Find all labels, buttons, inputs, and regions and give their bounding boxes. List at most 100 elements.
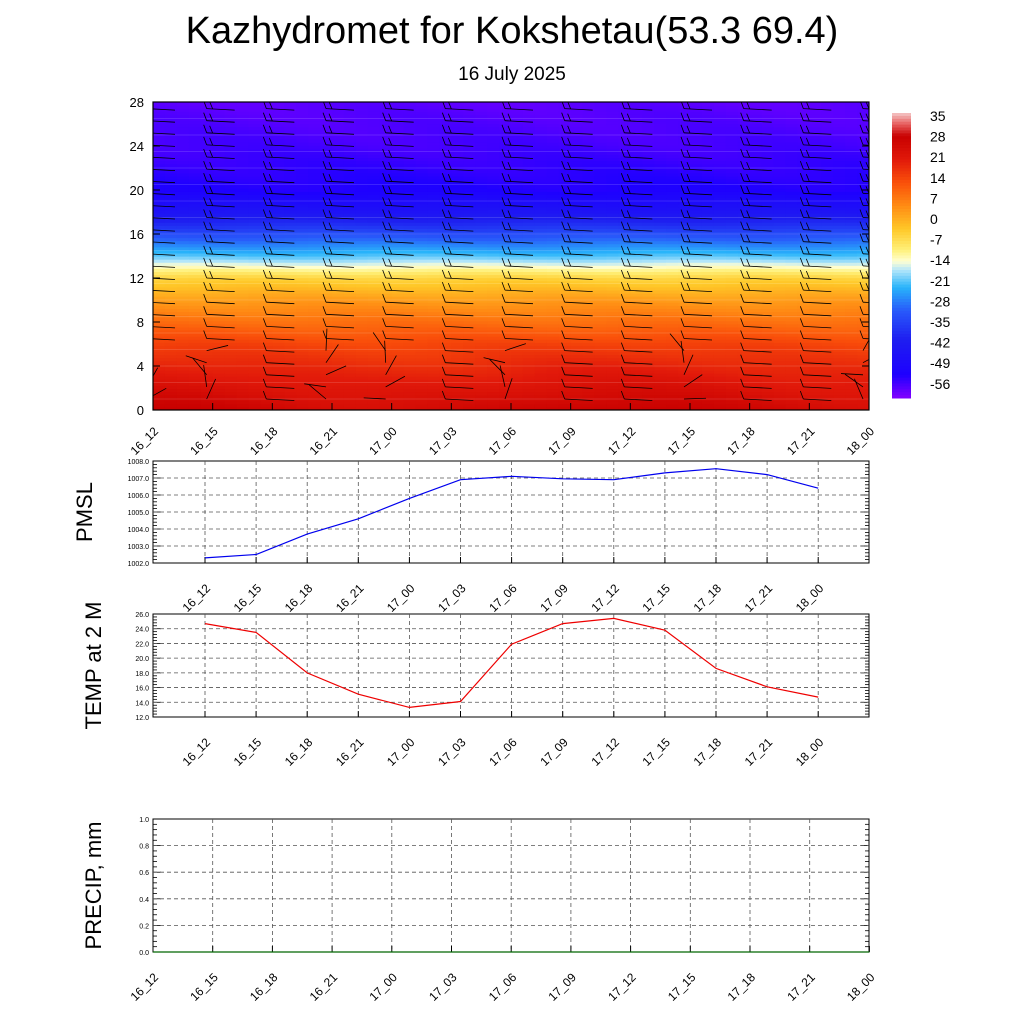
temperature-cell bbox=[248, 145, 261, 149]
temperature-cell bbox=[212, 209, 226, 214]
temperature-cell bbox=[248, 348, 261, 353]
temperature-cell bbox=[534, 373, 548, 377]
temperature-cell bbox=[558, 400, 572, 405]
temperature-cell bbox=[176, 120, 190, 125]
temperature-cell bbox=[403, 286, 417, 291]
temperature-cell bbox=[463, 299, 476, 303]
temperature-cell bbox=[666, 280, 679, 285]
temperature-cell bbox=[463, 188, 476, 192]
temperature-cell bbox=[546, 237, 560, 242]
temperature-cell bbox=[343, 237, 357, 242]
temperature-cell bbox=[188, 209, 202, 214]
temperature-cell bbox=[176, 369, 190, 374]
temperature-cell bbox=[737, 240, 751, 245]
temperature-cell bbox=[164, 172, 178, 177]
temperature-cell bbox=[618, 382, 631, 386]
temperature-cell bbox=[427, 151, 440, 155]
temperature-cell bbox=[725, 274, 739, 279]
temperature-cell bbox=[224, 215, 238, 220]
temperature-cell bbox=[164, 234, 178, 239]
temperature-cell bbox=[630, 114, 643, 118]
temperature-cell bbox=[499, 175, 512, 180]
temperature-cell bbox=[224, 132, 238, 137]
temperature-cell bbox=[439, 292, 452, 297]
temperature-cell bbox=[594, 354, 608, 359]
temperature-cell bbox=[308, 259, 321, 263]
temperature-cell bbox=[511, 200, 524, 205]
temperature-cell bbox=[475, 209, 488, 214]
temperature-cell bbox=[391, 406, 405, 410]
temperature-cell bbox=[701, 172, 715, 177]
temperature-cell bbox=[737, 376, 751, 380]
temperature-cell bbox=[427, 222, 440, 226]
temperature-cell bbox=[188, 148, 202, 152]
temperature-cell bbox=[558, 274, 572, 279]
temperature-cell bbox=[164, 132, 178, 137]
temperature-cell bbox=[570, 351, 584, 356]
temperature-cell bbox=[164, 299, 178, 303]
temperature-cell bbox=[332, 200, 345, 205]
temperature-cell bbox=[391, 354, 405, 359]
temperature-cell bbox=[188, 289, 202, 294]
temperature-cell bbox=[427, 126, 440, 131]
temperature-cell bbox=[487, 299, 500, 303]
temperature-cell bbox=[725, 129, 739, 134]
temperature-cell bbox=[725, 329, 739, 334]
temperature-cell bbox=[439, 206, 452, 211]
temperature-cell bbox=[534, 160, 548, 165]
temperature-cell bbox=[594, 363, 608, 368]
temperature-cell bbox=[606, 400, 619, 405]
temperature-cell bbox=[546, 354, 560, 359]
temperature-cell bbox=[403, 302, 417, 306]
temperature-cell bbox=[153, 345, 166, 349]
temperature-cell bbox=[391, 206, 405, 211]
temperature-cell bbox=[236, 179, 250, 183]
temperature-cell bbox=[332, 289, 345, 294]
temperature-cell bbox=[701, 237, 715, 242]
temperature-cell bbox=[558, 237, 572, 242]
temperature-cell bbox=[546, 194, 560, 199]
temperature-cell bbox=[606, 379, 619, 383]
temperature-cell bbox=[188, 182, 202, 186]
temperature-cell bbox=[451, 345, 464, 349]
temperature-cell bbox=[176, 215, 190, 220]
temperature-cell bbox=[690, 157, 703, 162]
temperature-cell bbox=[534, 271, 548, 276]
temperature-cell bbox=[272, 200, 285, 205]
temperature-cell bbox=[690, 289, 703, 294]
temperature-cell bbox=[690, 114, 703, 118]
temperature-cell bbox=[176, 259, 190, 263]
temperature-cell bbox=[427, 348, 440, 353]
temperature-cell bbox=[487, 354, 500, 359]
temperature-cell bbox=[499, 394, 512, 399]
temperature-cell bbox=[272, 135, 285, 140]
temperature-cell bbox=[320, 145, 333, 149]
temperature-cell bbox=[737, 151, 751, 155]
temperature-cell bbox=[200, 132, 214, 137]
temperature-cell bbox=[427, 345, 440, 349]
temperature-cell bbox=[606, 366, 619, 371]
temperature-cell bbox=[606, 385, 619, 390]
temperature-cell bbox=[475, 256, 488, 260]
temperature-cell bbox=[236, 228, 250, 232]
temperature-cell bbox=[546, 135, 560, 140]
temperature-cell bbox=[630, 175, 643, 180]
temperature-cell bbox=[248, 249, 261, 254]
temperature-cell bbox=[224, 129, 238, 134]
temperature-cell bbox=[332, 336, 345, 340]
temperature-cell bbox=[701, 385, 715, 390]
temperature-cell bbox=[439, 277, 452, 282]
temperature-cell bbox=[606, 243, 619, 248]
temperature-cell bbox=[451, 132, 464, 137]
temperature-cell bbox=[475, 373, 488, 377]
temperature-cell bbox=[713, 274, 727, 279]
temperature-cell bbox=[200, 326, 214, 331]
temperature-cell bbox=[415, 108, 429, 112]
temperature-cell bbox=[164, 397, 178, 402]
temperature-cell bbox=[415, 234, 429, 239]
temperature-cell bbox=[308, 388, 321, 393]
temperature-cell bbox=[332, 114, 345, 118]
temperature-cell bbox=[427, 182, 440, 186]
temperature-cell bbox=[558, 185, 572, 189]
temperature-cell bbox=[343, 188, 357, 192]
